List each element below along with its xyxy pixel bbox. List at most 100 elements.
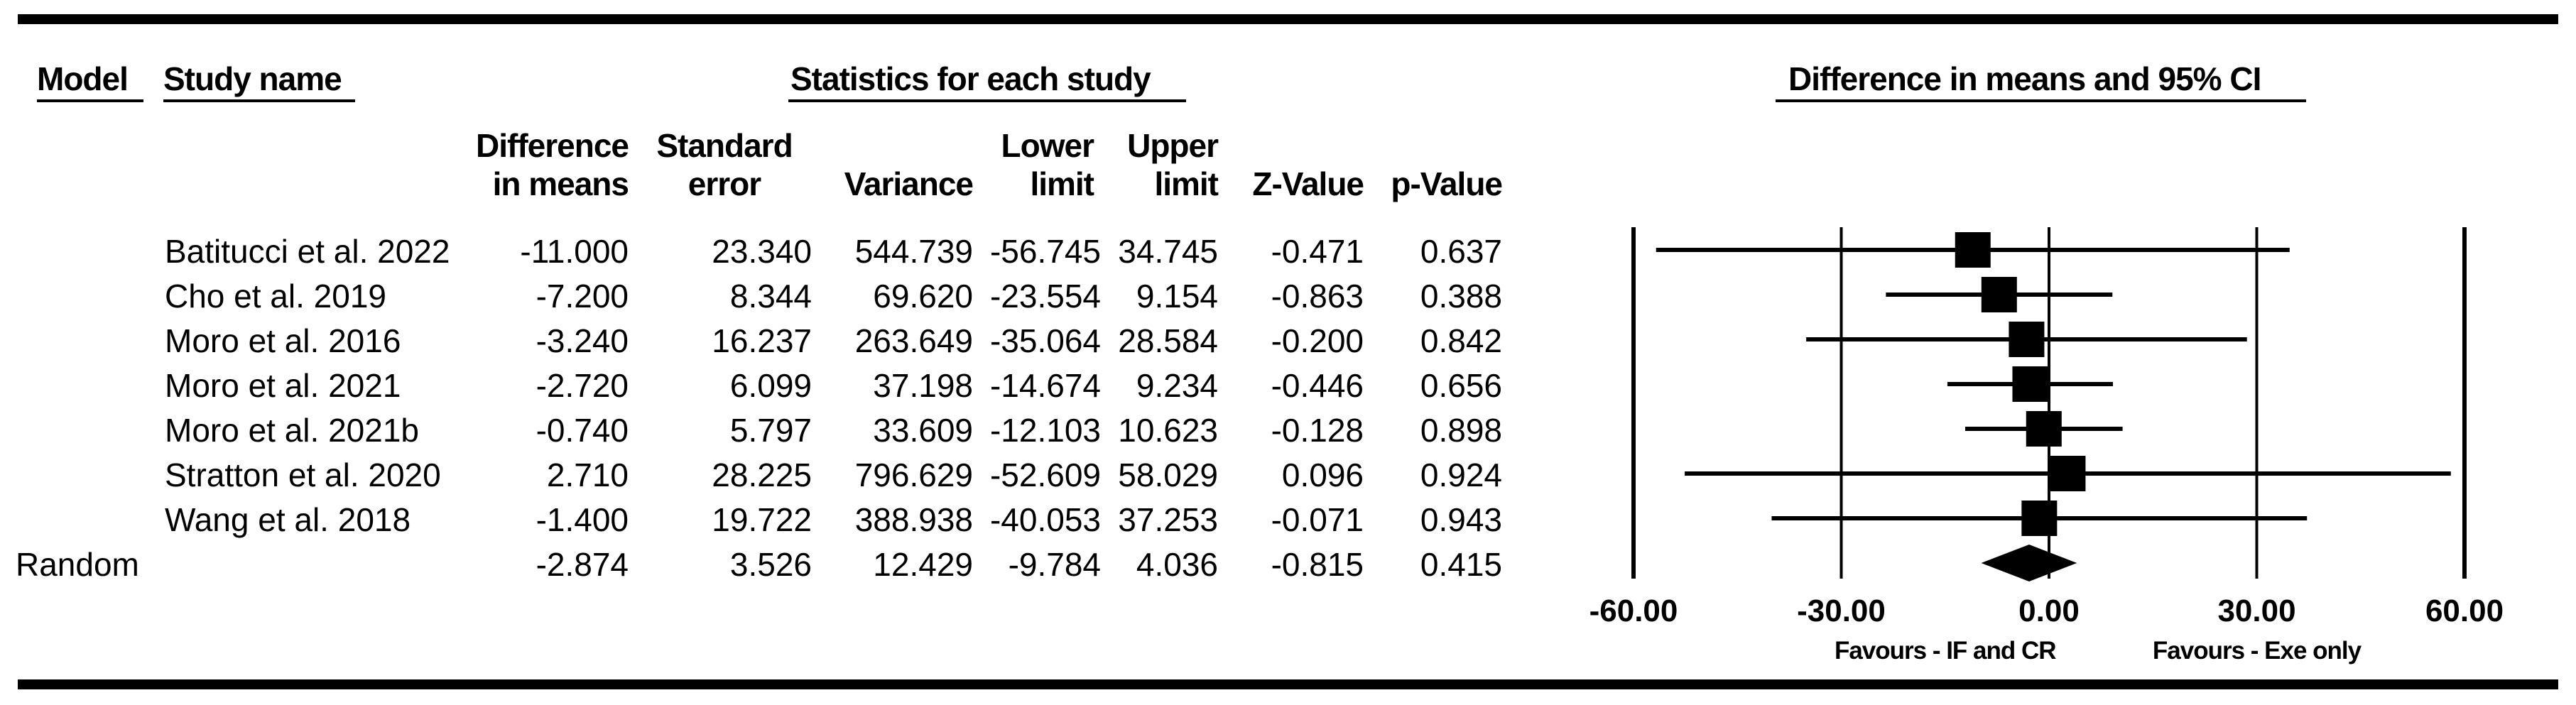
tick-label: -60.00 [1589,594,1678,628]
row-upper: 9.154 [1136,278,1218,315]
row-study-name: Stratton et al. 2020 [165,457,441,493]
row-se: 3.526 [729,546,812,583]
row-diff: -7.200 [536,278,629,315]
col-lower-line2: limit [1030,165,1094,202]
row-variance: 544.739 [854,233,973,270]
forest-header-underline [1776,99,2306,102]
row-se: 8.344 [729,278,812,315]
study-point-marker [2050,456,2086,491]
row-study-name: Batitucci et al. 2022 [165,233,450,270]
tick-label: 60.00 [2425,594,2504,628]
row-upper: 4.036 [1136,546,1218,583]
row-p: 0.388 [1420,278,1502,315]
col-lower-line1: Lower [1001,127,1094,164]
col-diff-line1: Difference [476,127,629,164]
row-study-name: Moro et al. 2021b [165,412,420,449]
row-se: 6.099 [729,367,812,404]
row-diff: -11.000 [520,233,629,270]
row-study-name: Moro et al. 2021 [165,367,401,404]
row-upper: 10.623 [1118,412,1218,449]
study-name-header: Study name [163,60,342,97]
row-study-name: Wang et al. 2018 [165,501,411,538]
study-point-marker [1981,277,2017,312]
row-variance: 69.620 [873,278,973,315]
row-p: 0.415 [1420,546,1502,583]
row-lower: -23.554 [989,278,1101,315]
row-lower: -12.103 [989,412,1101,449]
row-p: 0.842 [1420,322,1502,359]
row-p: 0.656 [1420,367,1502,404]
tick-label: 30.00 [2217,594,2295,628]
bottom-rule [18,679,2558,689]
row-variance: 33.609 [873,412,973,449]
tick-label: 0.00 [2018,594,2080,628]
row-diff: -1.400 [536,501,629,538]
col-p-header: p-Value [1391,165,1503,202]
statistics-header: Statistics for each study [790,60,1151,97]
row-study-name: Moro et al. 2016 [165,322,401,359]
row-variance: 388.938 [854,501,973,538]
col-se-line2: error [688,165,761,202]
col-variance-header: Variance [844,165,974,202]
col-se-line1: Standard [656,127,793,164]
col-z-header: Z-Value [1252,165,1364,202]
summary-diamond [1981,545,2077,581]
row-p: 0.898 [1420,412,1502,449]
model-header: Model [37,60,129,97]
statistics-header-underline [788,99,1186,102]
row-upper: 9.234 [1136,367,1218,404]
col-upper-line2: limit [1154,165,1219,202]
row-z: 0.096 [1281,457,1364,493]
row-lower: -9.784 [1008,546,1101,583]
row-variance: 263.649 [854,322,973,359]
row-upper: 58.029 [1118,457,1218,493]
row-lower: -56.745 [989,233,1101,270]
row-lower: -52.609 [989,457,1101,493]
row-p: 0.637 [1420,233,1502,270]
row-lower: -14.674 [989,367,1101,404]
row-variance: 796.629 [854,457,973,493]
favours-right-label: Favours - Exe only [2153,637,2362,665]
row-z: -0.863 [1271,278,1364,315]
row-p: 0.924 [1420,457,1502,493]
row-p: 0.943 [1420,501,1502,538]
col-upper-line1: Upper [1127,127,1219,164]
row-upper: 28.584 [1118,322,1218,359]
row-lower: -35.064 [989,322,1101,359]
row-variance: 12.429 [873,546,973,583]
favours-left-label: Favours - IF and CR [1835,637,2056,665]
row-diff: -0.740 [536,412,629,449]
col-upper-header: Upper limit [1097,126,1219,203]
col-diff-line2: in means [492,165,629,202]
row-se: 19.722 [712,501,812,538]
row-study-name: Cho et al. 2019 [165,278,387,315]
row-se: 16.237 [712,322,812,359]
col-lower-header: Lower limit [977,126,1094,203]
row-se: 23.340 [712,233,812,270]
model-header-underline [37,99,143,102]
row-z: -0.071 [1271,501,1364,538]
row-z: -0.200 [1271,322,1364,359]
study-point-marker [2012,366,2048,402]
forest-plot: -60.00 -30.00 0.00 30.00 60.00 Favours - IF a… [1589,227,2504,665]
study-name-header-underline [163,99,355,102]
row-z: -0.446 [1271,367,1364,404]
study-point-marker [2026,411,2062,447]
row-model: Random [16,546,139,583]
forest-header: Difference in means and 95% CI [1788,60,2261,97]
row-diff: 2.710 [546,457,629,493]
study-point-marker [2021,501,2058,536]
study-point-marker [2009,322,2045,357]
row-diff: -2.720 [536,367,629,404]
study-point-marker [1955,232,1991,268]
row-variance: 37.198 [873,367,973,404]
col-se-header: Standard error [639,126,810,203]
row-z: -0.471 [1271,233,1364,270]
row-diff: -3.240 [536,322,629,359]
row-diff: -2.874 [536,546,629,583]
row-se: 5.797 [729,412,812,449]
row-upper: 37.253 [1118,501,1218,538]
col-diff-header: Difference in means [440,126,629,203]
top-rule [18,14,2558,24]
row-se: 28.225 [712,457,812,493]
